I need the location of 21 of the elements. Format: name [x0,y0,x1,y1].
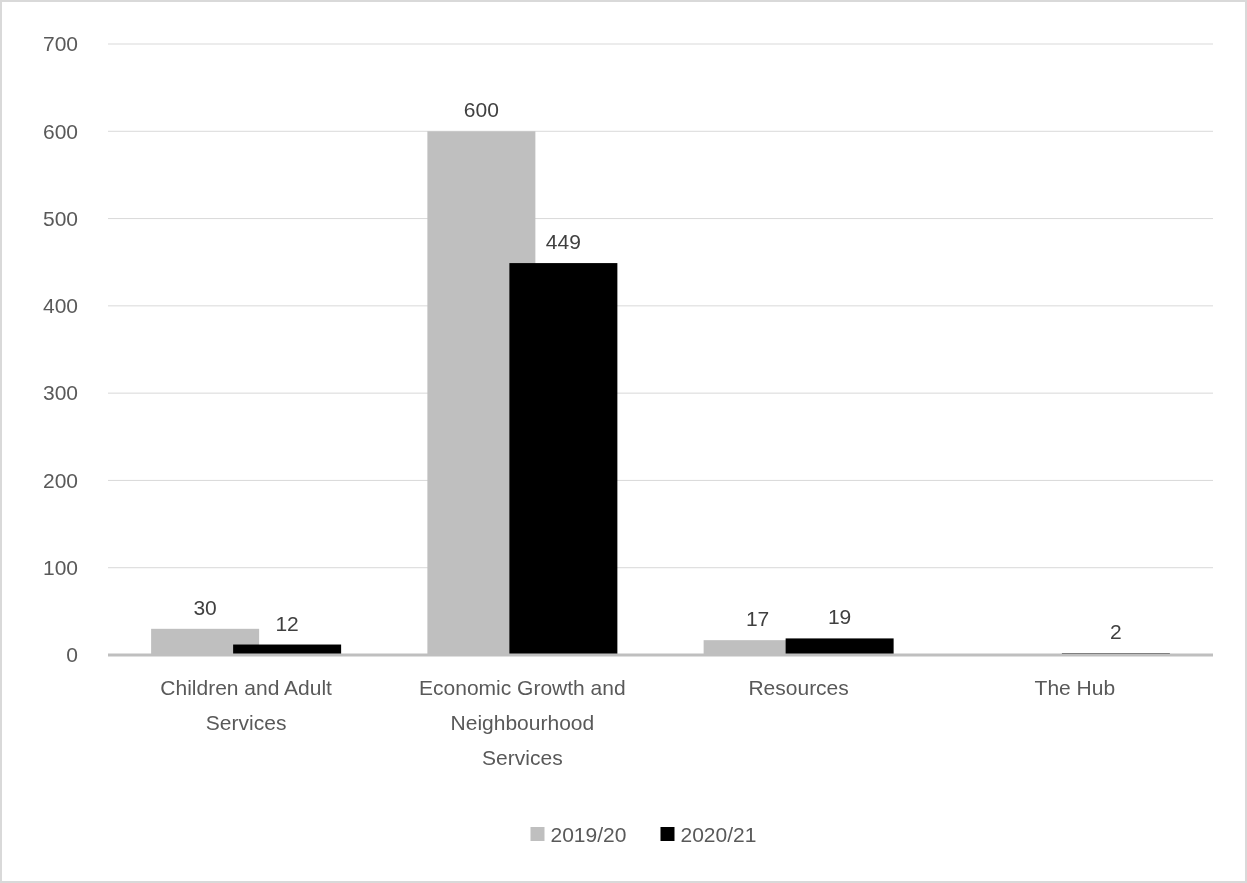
data-label: 449 [545,230,581,254]
x-tick-label: Resources [748,676,849,699]
y-tick-label: 600 [42,119,78,143]
data-label: 12 [275,611,299,635]
data-label: 19 [827,605,852,629]
data-label: 2 [1110,620,1122,644]
x-tick-label: Children and Adult Services [160,676,333,734]
y-tick-label: 200 [42,468,78,492]
y-tick-label: 300 [42,381,78,405]
data-label: 600 [463,98,499,122]
x-tick-label: The Hub [1034,676,1116,699]
y-tick-label: 400 [42,294,78,318]
x-tick-label: Economic Growth and Neighbourhood Services [419,676,626,769]
y-tick-label: 0 [66,643,78,667]
y-tick-label: 500 [42,206,78,230]
y-tick-label: 100 [42,556,78,580]
legend-label: 2019/20 [550,823,627,847]
data-label: 17 [745,607,770,631]
y-tick-label: 700 [42,32,78,56]
data-label: 30 [193,595,217,619]
legend-label: 2020/21 [680,823,757,847]
